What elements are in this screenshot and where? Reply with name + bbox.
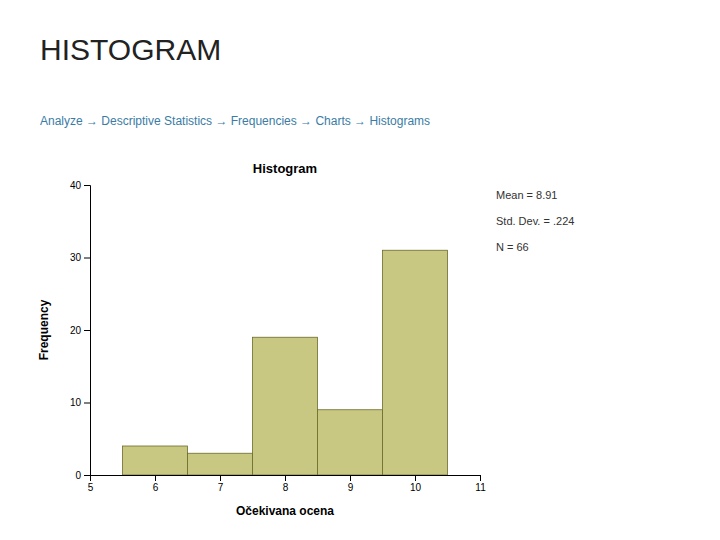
x-tick-label: 8 (283, 482, 289, 493)
annotations: Mean = 8.91 Std. Dev. = .224 N = 66 (496, 189, 574, 253)
y-tick-mark (84, 403, 90, 404)
bar (318, 410, 383, 475)
y-tick-label: 40 (70, 180, 82, 191)
x-axis-line (91, 476, 481, 482)
y-tick-mark (84, 475, 90, 476)
x-tick-label: 7 (218, 482, 224, 493)
x-axis-title: Očekivana ocena (236, 504, 334, 518)
chart: HISTOGRAM Analyze → Descriptive Statistic… (0, 0, 720, 540)
header-title: HISTOGRAM (40, 33, 221, 66)
y-tick-mark (84, 185, 90, 186)
x-tick: 6 (153, 475, 159, 493)
x-tick: 8 (283, 475, 289, 493)
x-tick: 10 (410, 475, 422, 493)
x-tick-label: 10 (410, 482, 422, 493)
x-tick-label: 6 (153, 482, 159, 493)
x-tick-mark (220, 475, 221, 481)
x-tick: 7 (218, 475, 224, 493)
x-tick-mark (350, 475, 351, 481)
y-tick-mark (84, 330, 90, 331)
annotation: N = 66 (496, 241, 529, 253)
y-tick-label: 20 (70, 325, 82, 336)
bar (188, 453, 253, 475)
bar (253, 337, 318, 475)
x-tick-mark (155, 475, 156, 481)
y-tick-label: 10 (70, 397, 82, 408)
x-tick: 9 (348, 475, 354, 493)
y-tick: 10 (70, 397, 90, 408)
y-tick-label: 0 (75, 470, 81, 481)
x-tick-mark (285, 475, 286, 481)
x-tick: 5 (88, 475, 94, 493)
x-tick-label: 11 (475, 482, 486, 493)
x-tick-label: 5 (88, 482, 94, 493)
y-axis-line (84, 186, 91, 476)
y-tick: 20 (70, 325, 90, 336)
x-tick-mark (415, 475, 416, 481)
subtitle: Analyze → Descriptive Statistics → Frequ… (40, 114, 430, 128)
x-axis: 5 6 7 8 9 10 11 (88, 475, 486, 493)
bar (123, 446, 188, 475)
annotation: Std. Dev. = .224 (496, 215, 574, 227)
y-axis: 0 10 20 30 40 (70, 180, 91, 481)
x-tick-label: 9 (348, 482, 354, 493)
y-tick: 0 (75, 470, 90, 481)
y-tick-mark (84, 258, 90, 259)
bar (383, 250, 448, 475)
bars (123, 250, 448, 475)
plot: 5 6 7 8 9 10 11 0 10 20 30 40 Histogram Očekivana oce… (37, 161, 486, 518)
x-tick: 11 (475, 475, 486, 493)
y-axis-title: Frequency (37, 299, 51, 360)
plot-title: Histogram (253, 161, 317, 176)
y-tick: 30 (70, 252, 90, 263)
y-tick: 40 (70, 180, 90, 191)
annotation: Mean = 8.91 (496, 189, 557, 201)
x-tick-mark (480, 475, 481, 481)
y-tick-label: 30 (70, 252, 82, 263)
